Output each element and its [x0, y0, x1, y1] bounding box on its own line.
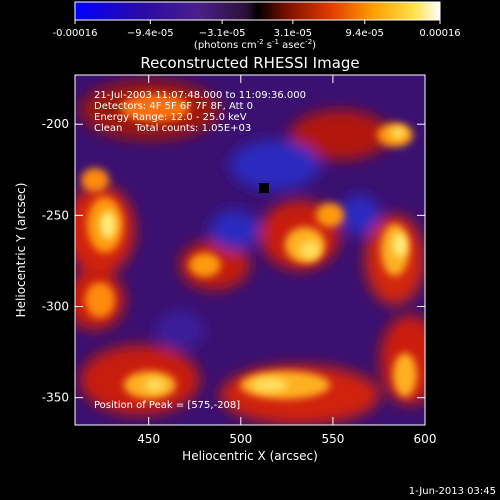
plot-frame [74, 74, 426, 426]
colorbar-tick-label: 9.4e-05 [346, 28, 384, 39]
colorbar: -0.00016 −9.4e-05 −3.1e-05 3.1e-05 9.4e-05 0.… [53, 1, 461, 51]
annotations: 21-Jul-2003 11:07:48.000 to 11:09:36.000… [94, 90, 306, 411]
y-axis-label: Heliocentric Y (arcsec) [14, 183, 28, 318]
x-axis: 450 500 550 600 [137, 75, 436, 446]
chart-title: Reconstructed RHESSI Image [140, 54, 359, 72]
annotation-time-range: 21-Jul-2003 11:07:48.000 to 11:09:36.000 [94, 90, 306, 101]
colorbar-units: (photons cm-2 s-1 asec-2) [194, 38, 316, 51]
y-tick-label: -200 [42, 117, 69, 131]
y-tick-label: -250 [42, 208, 69, 222]
colorbar-tick-label: 3.1e-05 [274, 28, 312, 39]
x-tick-label: 600 [414, 432, 437, 446]
colorbar-tick-label: −3.1e-05 [199, 28, 246, 39]
x-tick-label: 450 [137, 432, 160, 446]
colorbar-ticks: -0.00016 −9.4e-05 −3.1e-05 3.1e-05 9.4e-05 0.… [53, 20, 461, 39]
colorbar-tick-label: -0.00016 [53, 28, 98, 39]
annotation-detectors: Detectors: 4F 5F 6F 7F 8F, Att 0 [94, 101, 253, 112]
x-tick-label: 550 [321, 432, 344, 446]
heatmap-image [75, 75, 425, 425]
annotation-clean-counts: Clean Total counts: 1.05E+03 [94, 123, 251, 134]
colorbar-tick-label: −9.4e-05 [127, 28, 174, 39]
x-axis-label: Heliocentric X (arcsec) [182, 449, 318, 463]
date-stamp: 1-Jun-2013 03:45 [409, 486, 496, 497]
x-tick-label: 500 [229, 432, 252, 446]
colorbar-strip [74, 1, 441, 21]
annotation-peak-position: Position of Peak = [575,-208] [94, 400, 240, 411]
annotation-energy-range: Energy Range: 12.0 - 25.0 keV [94, 112, 247, 123]
y-tick-label: -350 [42, 391, 69, 405]
y-tick-label: -300 [42, 300, 69, 314]
y-axis: -200 -250 -300 -350 [42, 117, 425, 405]
colorbar-tick-label: 0.00016 [419, 28, 460, 39]
